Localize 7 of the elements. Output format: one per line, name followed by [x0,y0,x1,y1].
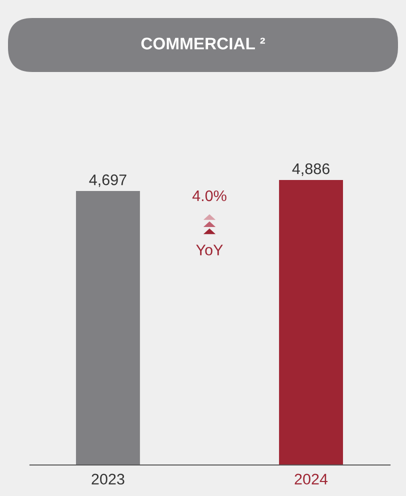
annotation: YoY [196,244,223,256]
data-label: 4,886 [292,163,330,176]
x-tick-label: 2023 [92,474,124,485]
chart-title: COMMERCIAL ² [141,38,265,50]
x-tick-label: 2024 [294,474,328,485]
annotation: 4.0% [192,190,226,202]
data-label: 4,697 [89,174,126,188]
